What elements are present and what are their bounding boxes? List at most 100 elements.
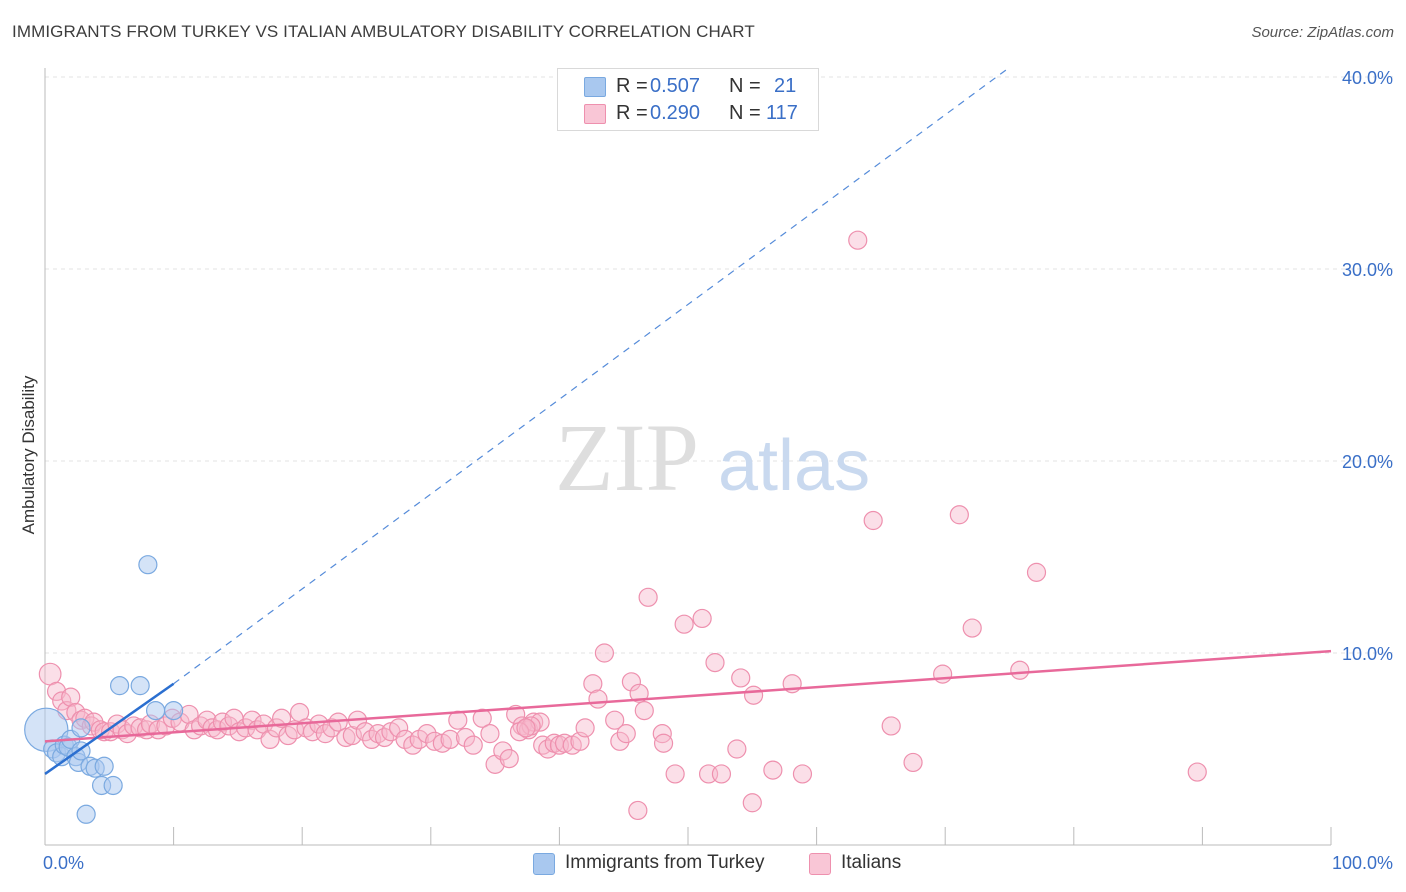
data-point-italians [727,739,747,759]
y-tick-label: 40.0% [1342,68,1393,88]
tick-labels: 10.0% 20.0% 30.0% 40.0% 0.0% 100.0% [43,68,1393,873]
chart-title: IMMIGRANTS FROM TURKEY VS ITALIAN AMBULA… [12,22,755,41]
y-axis-label: Ambulatory Disability [19,375,38,534]
data-point-italians [516,718,536,738]
legend-n-label: N = [729,75,761,97]
data-point-italians [61,687,81,707]
data-point-italians [629,683,649,703]
x-tick-label-min: 0.0% [43,853,84,873]
legend-r-value: 0.507 [650,75,701,97]
data-point-italians [792,764,813,784]
data-point-italians [621,672,642,692]
trend-line-turkey [44,682,175,775]
legend-r-label: R = [616,102,648,124]
trend-lines [44,66,1332,775]
data-point-italians [472,708,492,728]
data-point-italians [949,505,969,525]
data-point-italians [610,731,630,751]
data-point-turkey [164,700,184,721]
data-point-italians [493,741,513,761]
data-point-turkey [138,555,158,575]
data-point-turkey [103,775,123,796]
bottom-legend-swatch-pink [809,853,831,875]
data-point-italians [763,760,783,780]
series-italians [38,230,1207,821]
data-point-italians [409,729,429,750]
data-point-turkey [109,676,130,696]
data-point-italians [674,614,694,634]
y-tick-label: 20.0% [1342,452,1393,472]
data-point-turkey [71,718,91,738]
data-point-italians [933,664,953,684]
data-point-italians [588,689,608,709]
y-tick-label: 10.0% [1342,644,1393,664]
data-point-turkey [94,756,114,776]
y-tick-label: 30.0% [1342,260,1393,280]
data-point-italians [38,662,62,686]
data-point-italians [1026,562,1047,582]
data-point-italians [272,708,292,728]
data-point-italians [395,729,415,750]
data-point-italians [962,618,982,638]
data-point-italians [903,752,923,773]
data-point-turkey [76,804,96,824]
data-point-italians [242,710,262,730]
data-point-italians [711,764,732,784]
x-tick-label-max: 100.0% [1332,853,1393,873]
data-point-italians [554,733,575,753]
data-point-italians [881,716,901,736]
bottom-legend-label: Immigrants from Turkey [565,852,765,873]
data-point-italians [742,793,762,813]
data-point-italians [848,230,868,250]
data-point-italians [628,800,648,821]
data-point-italians [260,729,280,750]
data-point-italians [652,724,672,744]
trend-line-turkey-extension [173,66,1010,685]
watermark: ZIP atlas [555,404,870,511]
data-point-italians [616,724,636,744]
legend-box: R = 0.507 N = 21 R = 0.290 N = 117 [557,68,819,131]
data-point-italians [863,510,883,531]
data-point-italians [634,700,654,721]
data-point-italians [156,716,176,736]
data-point-italians [499,748,519,769]
watermark-atlas: atlas [718,426,870,506]
data-point-italians [638,587,658,607]
watermark-zip: ZIP [555,404,699,511]
data-point-italians [583,674,603,694]
data-point-italians [1187,762,1207,782]
data-point-italians [440,729,460,750]
data-point-italians [743,685,764,705]
data-point-italians [575,718,595,738]
legend-r-value: 0.290 [650,102,701,124]
data-point-italians [653,733,674,753]
bottom-legend-label: Italians [841,852,902,873]
data-point-italians [425,731,445,751]
legend-swatch-pink [584,104,606,124]
legend-r-label: R = [616,75,648,97]
legend-swatch-blue [584,77,606,97]
data-point-italians [665,764,685,784]
legend-n-value: 21 [774,75,797,97]
data-point-turkey [145,700,166,721]
data-point-italians [1010,660,1030,680]
grid-lines [45,76,1393,654]
data-point-italians [417,724,437,744]
data-point-italians [705,652,725,673]
data-point-italians [480,724,500,744]
data-point-italians [692,608,712,629]
data-point-italians [342,725,362,746]
data-point-italians [309,714,329,734]
data-point-turkey [130,676,150,696]
data-point-italians [455,727,476,748]
legend-n-label: N = [729,102,761,124]
trend-line-italians [44,649,1332,743]
data-point-italians [605,710,625,730]
data-point-italians [46,681,67,702]
bottom-legend-swatch-blue [533,853,555,875]
data-point-italians [463,735,483,755]
chart-source: Source: ZipAtlas.com [1251,24,1394,41]
data-point-italians [731,668,751,688]
data-point-italians [389,718,409,738]
